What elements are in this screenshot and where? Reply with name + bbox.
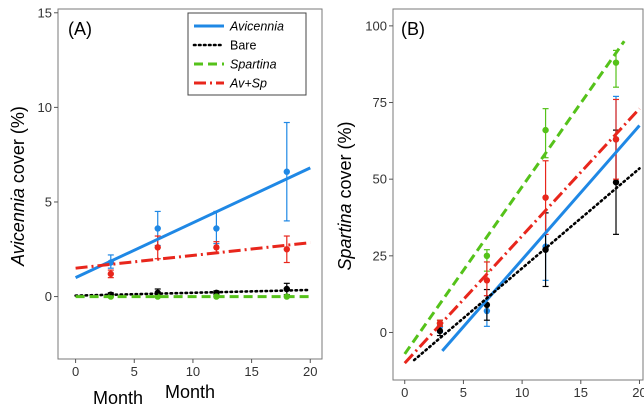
y-tick-label: 0 — [380, 325, 387, 340]
data-point — [154, 244, 161, 251]
plot-frame — [57, 8, 323, 360]
fit-line — [403, 40, 626, 355]
legend-label: Bare — [230, 39, 256, 53]
x-axis-label: Month — [165, 382, 215, 402]
fit-line — [441, 124, 641, 352]
data-point — [612, 136, 620, 143]
data-point — [436, 327, 444, 335]
x-tick-label: 10 — [186, 364, 200, 379]
panel-a-chart: (A) 0 5 10 15 20 0 5 10 15 Month Avicennia cover (%… — [8, 5, 323, 402]
data-point — [107, 270, 115, 278]
legend-label: Av+Sp — [229, 77, 267, 91]
plot-frame — [392, 8, 644, 381]
x-tick-label: 20 — [632, 385, 644, 400]
x-tick-label: 5 — [131, 364, 138, 379]
fit-line — [74, 288, 312, 297]
y-tick-label: 25 — [373, 248, 387, 263]
panel-label: (B) — [401, 19, 425, 39]
y-tick-label: 5 — [45, 194, 52, 209]
x-tick-label: 15 — [244, 364, 258, 379]
x-tick-label: 5 — [460, 385, 467, 400]
x-tick-label: 20 — [303, 364, 317, 379]
data-point — [612, 179, 620, 186]
legend-label: Avicennia — [229, 20, 284, 34]
y-tick-label: 100 — [365, 18, 387, 33]
panel-b-chart: (B) 0 5 10 15 20 0 25 50 75 100 Month Spartina cover… — [93, 8, 644, 407]
data-point — [542, 194, 549, 201]
series-av-sp — [436, 98, 620, 327]
fit-line — [412, 167, 641, 362]
y-axis-label-part: Avicennia — [8, 188, 28, 267]
data-point — [483, 277, 491, 284]
legend-label: Spartina — [230, 58, 277, 72]
y-axis-label-part: cover (%) — [335, 121, 355, 203]
fit-line — [75, 241, 311, 270]
data-point — [612, 59, 620, 66]
fit-line — [403, 107, 641, 365]
data-point — [283, 246, 290, 253]
panel-label: (A) — [68, 19, 92, 39]
series-avicennia — [107, 121, 290, 269]
data-point — [283, 168, 290, 175]
y-tick-label: 10 — [38, 100, 52, 115]
data-point — [213, 225, 220, 232]
data-point — [213, 244, 220, 251]
y-axis-label: Avicennia cover (%) — [8, 106, 28, 267]
y-tick-label: 0 — [45, 289, 52, 304]
y-axis-label-part: cover (%) — [8, 106, 28, 188]
x-tick-label: 10 — [515, 385, 529, 400]
series-av-sp — [107, 235, 290, 279]
legend: Avicennia Bare Spartina Av+Sp — [187, 12, 307, 96]
y-axis-label: Spartina cover (%) — [335, 121, 355, 270]
data-point — [542, 126, 549, 134]
series-spartina — [436, 49, 620, 327]
x-tick-label: 0 — [401, 385, 408, 400]
x-axis-label: Month — [93, 388, 143, 407]
y-axis-label-part: Spartina — [335, 203, 355, 270]
x-tick-label: 0 — [72, 364, 79, 379]
data-point — [483, 252, 491, 260]
y-tick-label: 75 — [373, 95, 387, 110]
x-tick-label: 15 — [574, 385, 588, 400]
data-point — [154, 225, 161, 232]
y-tick-label: 15 — [38, 5, 52, 20]
y-tick-label: 50 — [373, 172, 387, 187]
fit-line — [74, 166, 311, 280]
